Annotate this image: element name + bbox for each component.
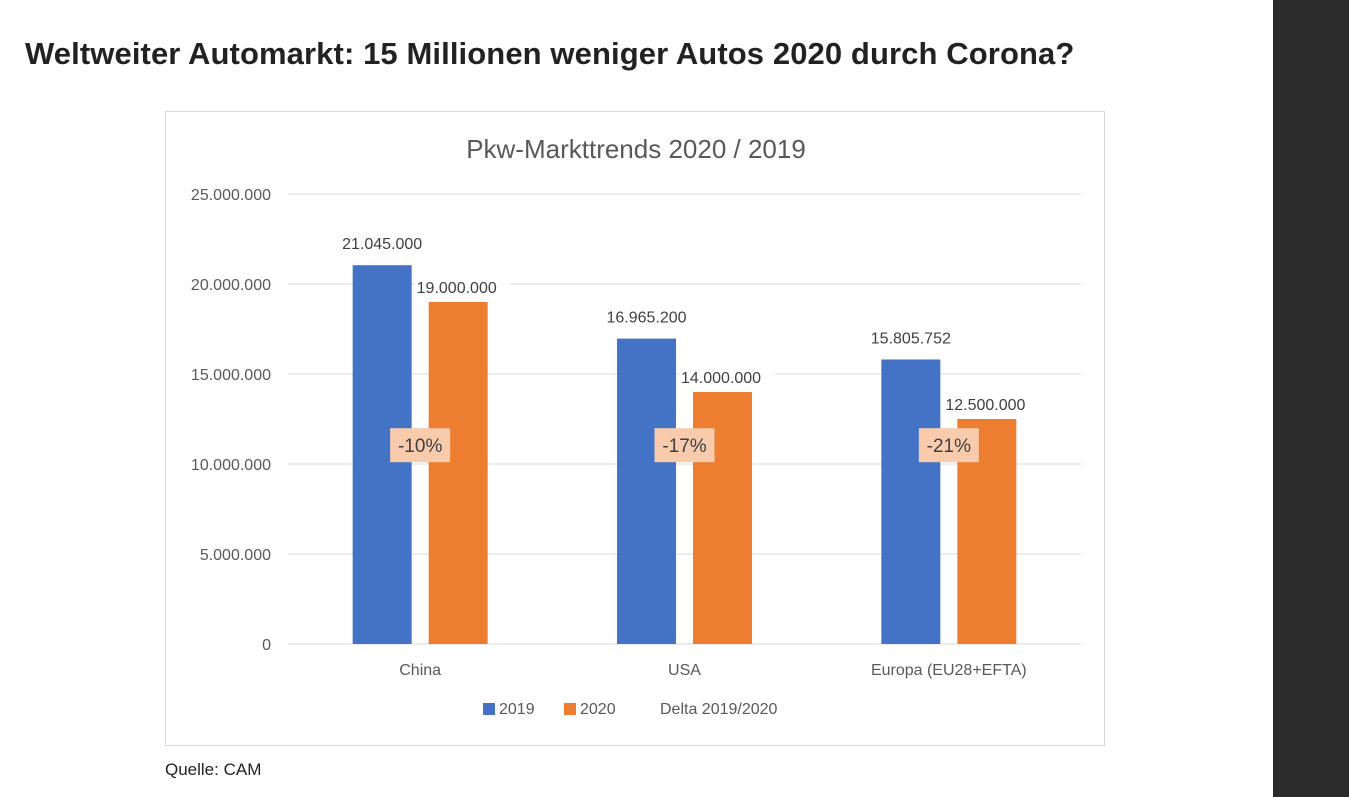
- y-tick-label: 20.000.000: [191, 277, 271, 294]
- delta-label: -17%: [662, 436, 706, 457]
- x-tick-label: China: [399, 662, 441, 679]
- delta-label: -10%: [398, 436, 442, 457]
- data-label-2019: 15.805.752: [871, 330, 951, 347]
- data-label-background: [414, 278, 511, 298]
- y-tick-label: 0: [262, 637, 271, 654]
- bar-chart: Pkw-Markttrends 2020 / 2019 0 5.000.000 10…: [191, 134, 1081, 718]
- x-tick-label: USA: [668, 662, 701, 679]
- data-label-background: [943, 395, 1040, 415]
- delta-box: [918, 428, 979, 463]
- delta-labels: -10% -17% -21%: [390, 428, 979, 463]
- legend-swatch-2019: [483, 703, 495, 715]
- bar-2020-0: [428, 302, 488, 644]
- x-tick-label: Europa (EU28+EFTA): [871, 662, 1027, 679]
- data-label-2019: 16.965.200: [606, 310, 686, 327]
- chart-title: Pkw-Markttrends 2020 / 2019: [466, 134, 806, 164]
- bar-2019-2: [881, 359, 941, 644]
- y-tick-label: 15.000.000: [191, 367, 271, 384]
- chart-frame: Pkw-Markttrends 2020 / 2019 0 5.000.000 10…: [165, 111, 1105, 746]
- delta-label: -21%: [927, 436, 971, 457]
- data-label-2019: 21.045.000: [342, 236, 422, 253]
- y-tick-label: 25.000.000: [191, 187, 271, 204]
- data-label-2020: 14.000.000: [681, 370, 761, 387]
- legend-label-2019: 2019: [499, 701, 535, 718]
- data-label-background: [679, 368, 775, 388]
- delta-box: [390, 428, 451, 463]
- bar-2019-1: [617, 338, 676, 644]
- data-label-2020: 12.500.000: [945, 397, 1025, 414]
- delta-box: [654, 428, 715, 463]
- sidebar-panel: [1273, 0, 1349, 797]
- y-axis-ticks: 0 5.000.000 10.000.000 15.000.000 20.000.000…: [191, 187, 271, 654]
- y-tick-label: 10.000.000: [191, 457, 271, 474]
- data-label-2020: 19.000.000: [417, 280, 497, 297]
- article-title: Weltweiter Automarkt: 15 Millionen wenig…: [25, 36, 1075, 71]
- bars: [352, 265, 1017, 644]
- legend-label-delta: Delta 2019/2020: [660, 701, 778, 718]
- data-labels: 21.045.000 19.000.000 16.965.200 14.000.000…: [342, 236, 1040, 415]
- legend-label-2020: 2020: [580, 701, 616, 718]
- source-note: Quelle: CAM: [165, 760, 262, 779]
- x-axis-ticks: China USA Europa (EU28+EFTA): [399, 662, 1026, 679]
- legend-swatch-2020: [564, 703, 576, 715]
- y-tick-label: 5.000.000: [200, 547, 271, 564]
- legend: 2019 2020 Delta 2019/2020: [483, 701, 778, 718]
